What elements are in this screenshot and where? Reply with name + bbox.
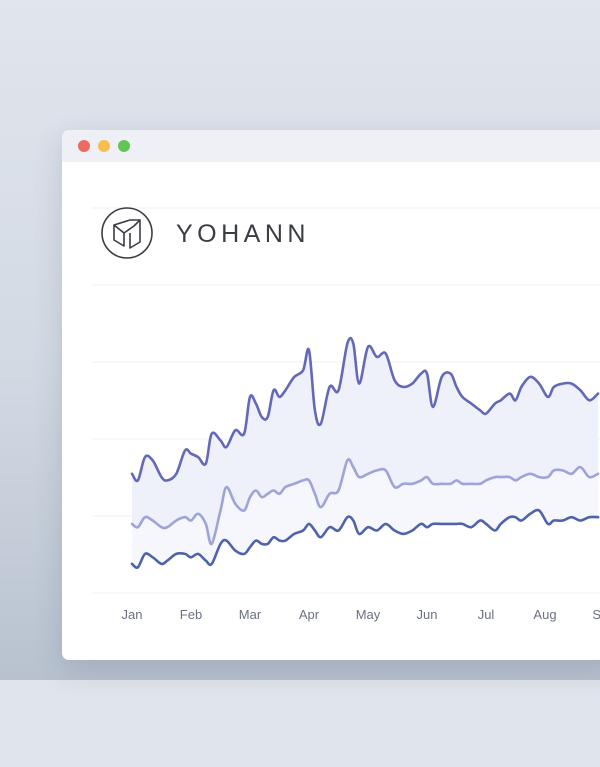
page-background-bottom: [0, 680, 600, 767]
close-window-button[interactable]: [78, 140, 90, 152]
area-chart: Jan Feb Mar Apr May Jun Jul Aug Sep: [92, 207, 600, 622]
x-tick-label-may: May: [356, 607, 381, 622]
x-tick-label-aug: Aug: [533, 607, 556, 622]
series-1-area: [132, 338, 599, 545]
x-tick-label-apr: Apr: [299, 607, 320, 622]
maximize-window-button[interactable]: [118, 140, 130, 152]
series-1-line: [130, 336, 600, 483]
x-tick-label-feb: Feb: [180, 607, 202, 622]
x-tick-label-jul: Jul: [478, 607, 495, 622]
series-3-line: [130, 508, 600, 569]
x-tick-label-jun: Jun: [417, 607, 438, 622]
browser-window: Jan Feb Mar Apr May Jun Jul Aug Sep YOHANN: [62, 130, 600, 660]
series-2-line: [130, 458, 600, 546]
brand-name: YOHANN: [176, 220, 310, 248]
yohann-logo-icon: [101, 207, 153, 259]
x-tick-label-jan: Jan: [122, 607, 143, 622]
series-2-area: [132, 459, 599, 568]
x-tick-label-mar: Mar: [239, 607, 262, 622]
minimize-window-button[interactable]: [98, 140, 110, 152]
window-titlebar: [62, 130, 600, 162]
x-tick-label-sep: Sep: [592, 607, 600, 622]
